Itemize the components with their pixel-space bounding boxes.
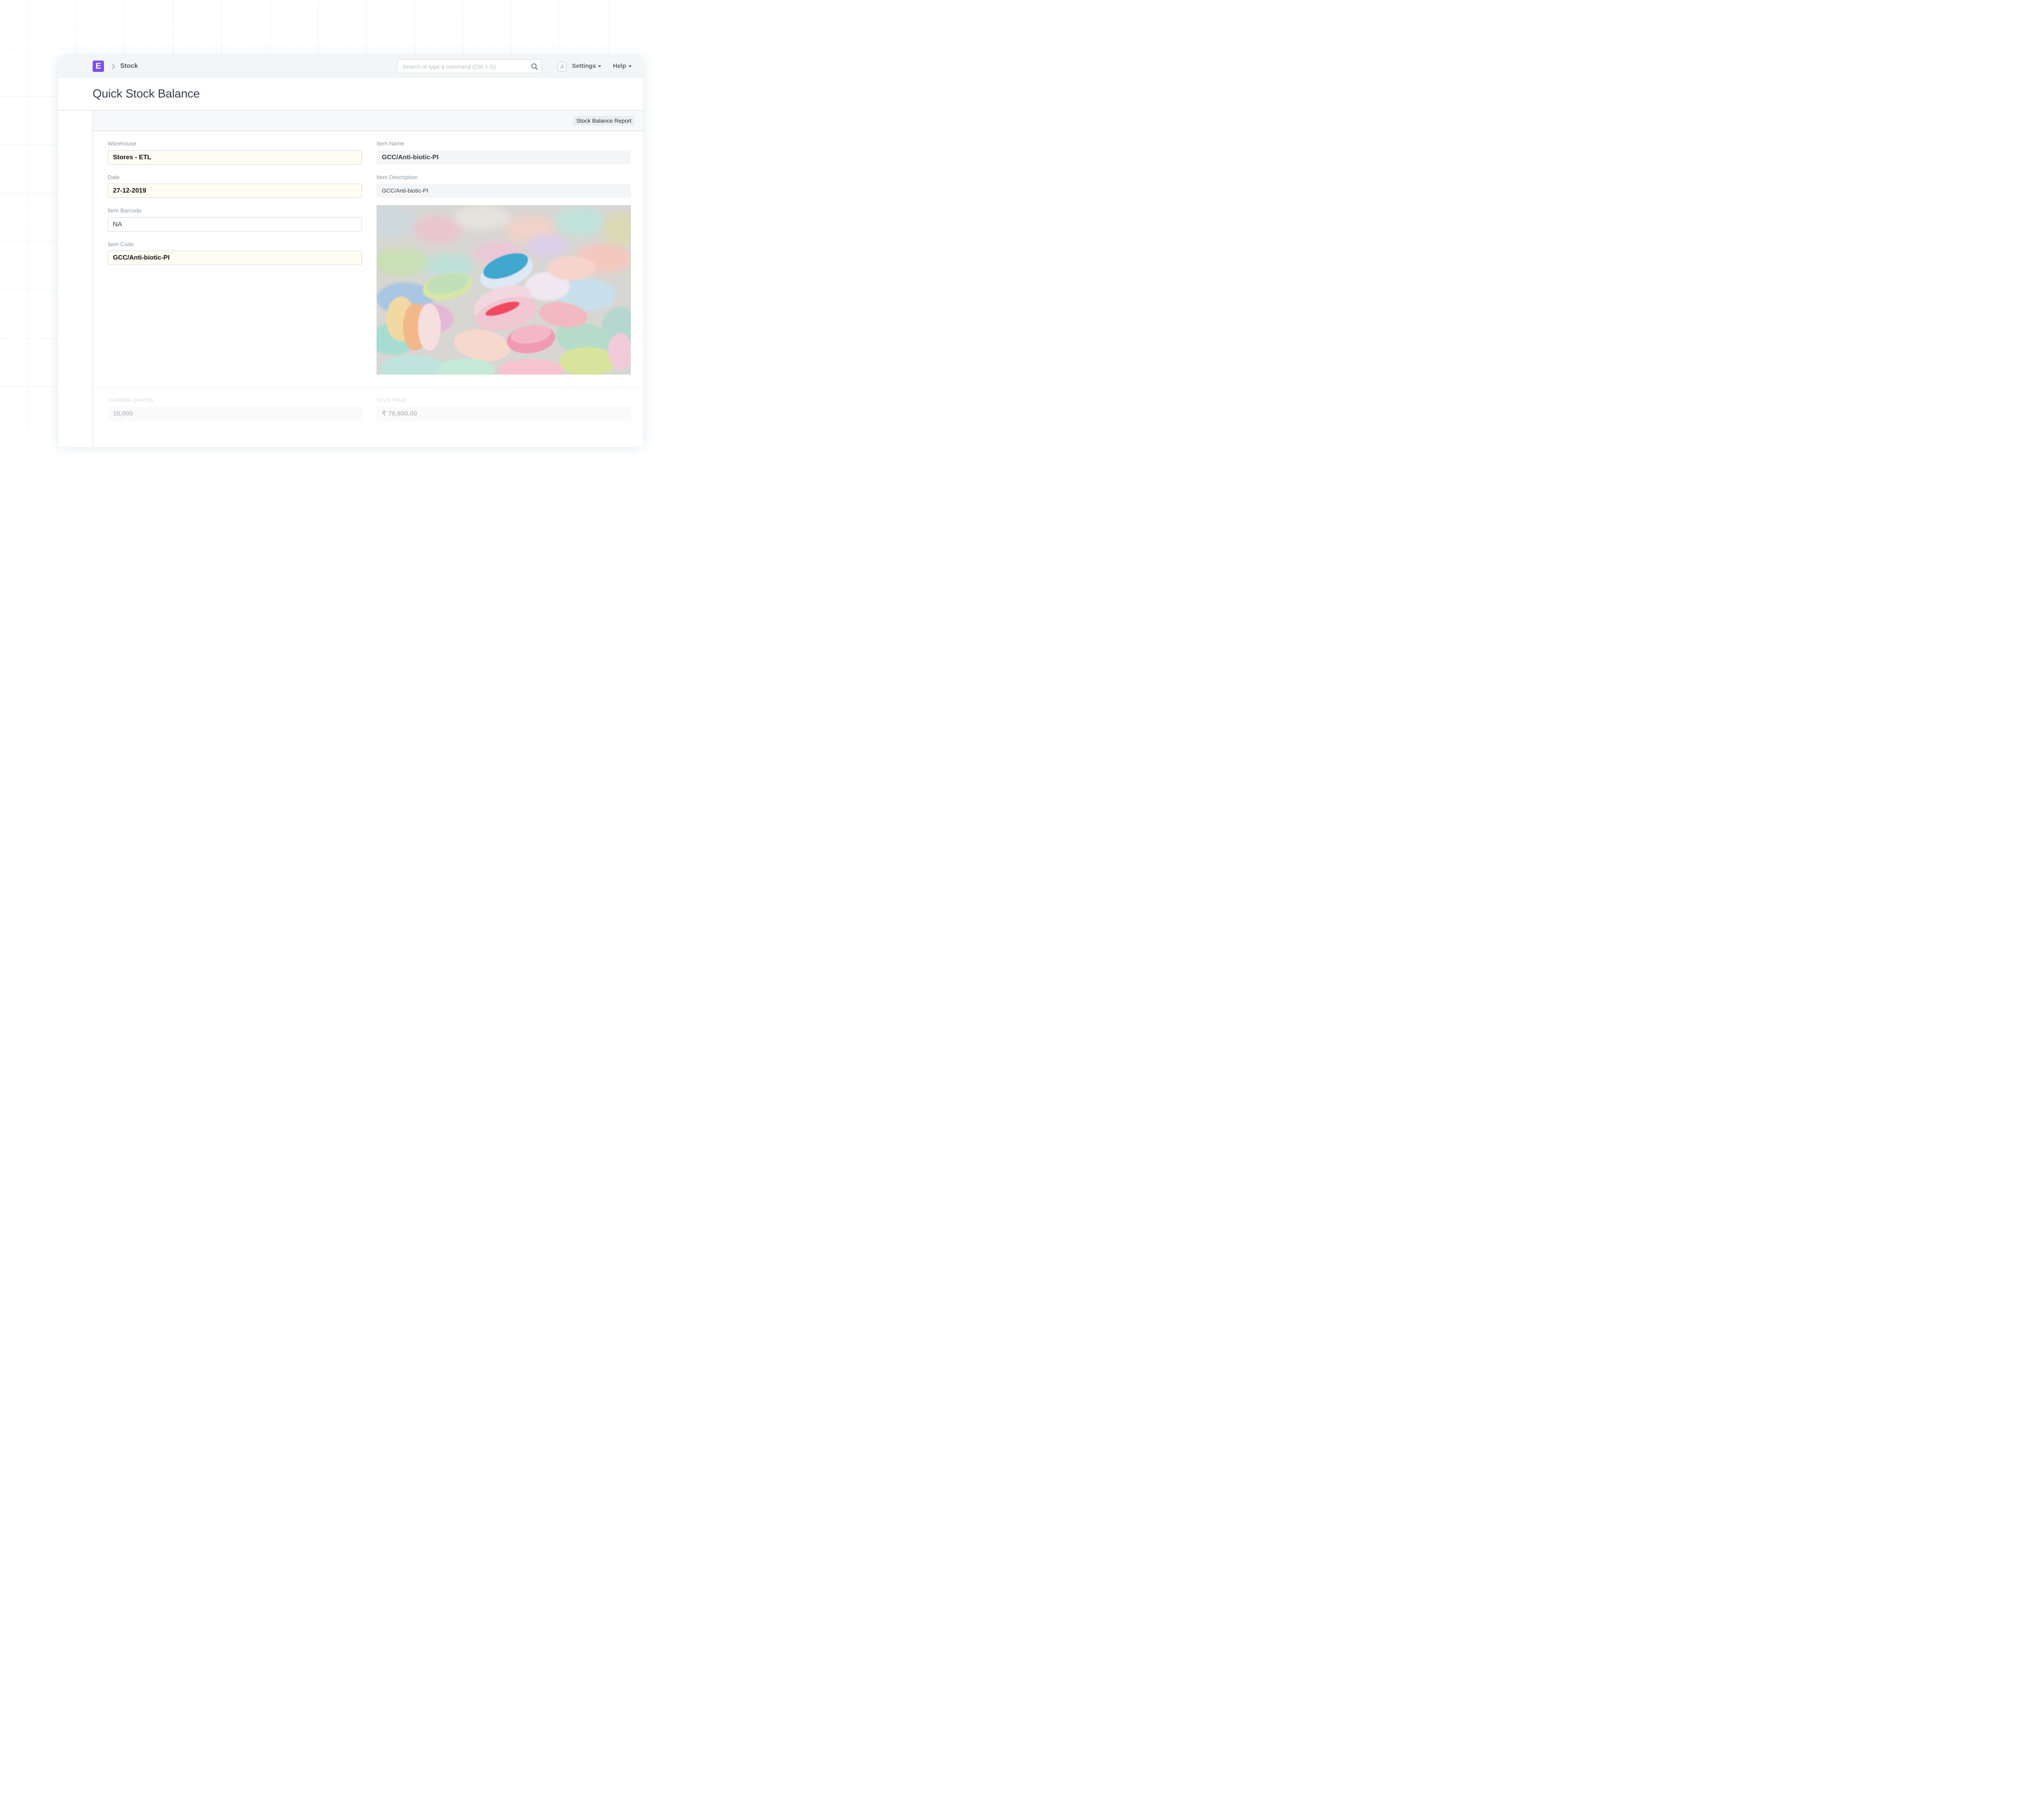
item-description-label: Item Description <box>377 174 418 180</box>
search-icon[interactable] <box>531 63 538 70</box>
caret-down-icon <box>628 65 632 67</box>
stock-value-label: Stock Value <box>377 396 407 403</box>
breadcrumb-stock[interactable]: Stock <box>120 63 138 69</box>
search-placeholder: Search or type a command (Ctrl + G) <box>403 63 496 70</box>
app-window: E Stock Search or type a command (Ctrl +… <box>58 57 643 447</box>
item-image <box>377 205 631 375</box>
help-label: Help <box>613 63 626 69</box>
help-menu[interactable]: Help <box>613 63 632 69</box>
settings-label: Settings <box>572 63 596 69</box>
settings-menu[interactable]: Settings <box>572 63 602 69</box>
stock-value-field: ₹ 78,600.00 <box>377 407 631 421</box>
available-quantity-field: 10,000 <box>108 407 362 421</box>
available-quantity-label: Available Quantity <box>108 396 154 403</box>
item-code-field[interactable]: GCC/Anti-biotic-PI <box>108 251 362 265</box>
form-frame: Stock Balance Report Warehouse Stores - … <box>93 110 643 447</box>
item-description-field: GCC/Anti-biotic-PI <box>377 184 631 198</box>
item-name-field: GCC/Anti-biotic-PI <box>377 150 631 165</box>
navbar: E Stock Search or type a command (Ctrl +… <box>58 57 643 78</box>
warehouse-field[interactable]: Stores - ETL <box>108 150 362 165</box>
form-toolbar: Stock Balance Report <box>93 110 643 131</box>
chevron-right-icon <box>112 64 115 69</box>
item-code-label: Item Code <box>108 241 134 247</box>
item-barcode-field[interactable]: NA <box>108 217 362 232</box>
app-logo[interactable]: E <box>93 61 104 72</box>
page-title: Quick Stock Balance <box>93 87 200 100</box>
date-label: Date <box>108 174 120 180</box>
section-divider <box>93 387 643 388</box>
page-head: Quick Stock Balance <box>58 78 643 110</box>
avatar[interactable]: A <box>558 62 567 72</box>
date-field[interactable]: 27-12-2019 <box>108 184 362 198</box>
item-barcode-label: Item Barcode <box>108 207 142 214</box>
caret-down-icon <box>598 65 602 67</box>
item-name-label: Item Name <box>377 140 405 147</box>
stock-balance-report-button[interactable]: Stock Balance Report <box>573 116 635 126</box>
search-input[interactable]: Search or type a command (Ctrl + G) <box>397 59 542 73</box>
warehouse-label: Warehouse <box>108 140 137 147</box>
